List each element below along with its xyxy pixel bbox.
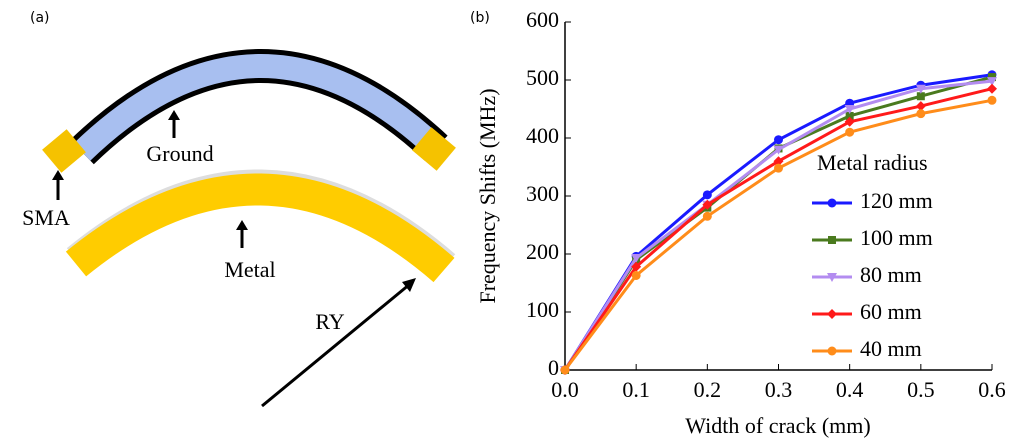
sma-label: SMA [22,205,70,230]
marker [560,365,570,375]
x-tick-label: 0.5 [907,377,935,402]
arrow-head [168,110,180,120]
radius-label: RY [315,309,344,334]
arrow [261,282,411,408]
marker [915,84,926,94]
y-tick-label: 100 [526,297,559,322]
marker [773,145,784,155]
y-tick-label: 0 [548,355,559,380]
x-tick-label: 0.4 [836,377,864,402]
x-tick-label: 0.2 [694,377,722,402]
diagram: Ground SMA Metal RY [22,49,456,408]
marker [774,163,783,173]
marker [988,73,996,82]
x-tick-label: 0.6 [978,377,1006,402]
marker [987,83,997,94]
marker [828,236,836,244]
marker [631,261,642,272]
legend-label: 60 mm [860,299,922,324]
metal-layer [65,173,455,283]
panel-label: (a) [30,10,50,26]
sma-connector [42,129,86,173]
x-tick-label: 0.3 [765,377,793,402]
y-tick-label: 600 [526,7,559,32]
marker [845,111,854,120]
arrow-head [236,220,248,230]
marker [827,273,837,282]
marker [987,77,997,87]
marker [702,211,712,221]
panel-label: (b) [470,10,490,26]
marker [915,101,926,112]
marker [916,92,925,101]
legend-label: 80 mm [860,262,922,287]
ground-label: Ground [146,141,213,166]
y-tick-label: 500 [526,65,559,90]
legend-label: 100 mm [860,225,933,250]
marker [773,156,784,167]
marker [844,116,855,127]
legend-label: 120 mm [860,188,933,213]
arrow-head [402,278,416,292]
marker [827,198,837,208]
metal-label: Metal [224,257,275,282]
sma-connector [412,127,456,171]
marker [774,135,783,145]
y-axis-label: Frequency Shifts (MHz) [475,88,500,303]
arrow-head [52,170,64,180]
x-tick-label: 0.0 [551,377,579,402]
marker [631,254,642,264]
x-tick-label: 0.1 [622,377,650,402]
series-line [563,73,993,371]
marker [845,127,855,137]
marker [844,105,855,114]
marker [702,190,712,200]
legend-title: Metal radius [817,150,928,175]
legend-label: 40 mm [860,336,922,361]
marker [827,346,837,356]
marker [916,109,926,119]
series-line [563,75,993,371]
marker [631,270,641,280]
x-axis-label: Width of crack (mm) [685,413,870,438]
y-tick-label: 300 [526,181,559,206]
y-tick-label: 200 [526,239,559,264]
y-tick-label: 400 [526,123,559,148]
marker [987,95,997,105]
marker [827,309,837,319]
ground-layer [73,54,445,161]
marker [702,199,713,210]
